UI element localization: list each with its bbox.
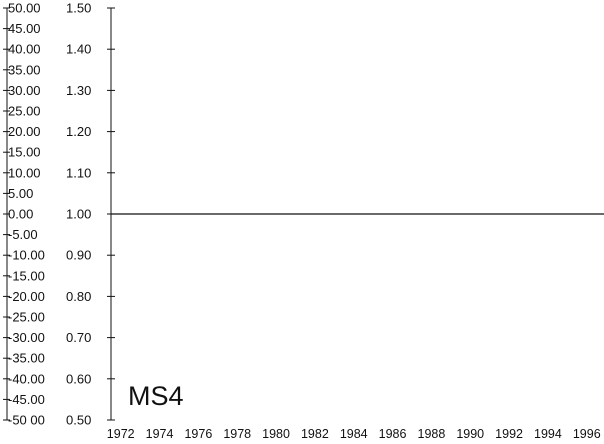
left-y-tick-label: 5.00 — [8, 186, 33, 201]
right-y-tick-label: 1.40 — [66, 42, 91, 57]
panel-label: MS4 — [128, 381, 184, 411]
left-y-tick-label: 0.00 — [8, 207, 33, 222]
right-y-tick-label: 1.20 — [66, 124, 91, 139]
x-tick-label: 1982 — [301, 427, 329, 441]
left-y-tick-label: 50.00 — [8, 1, 41, 16]
x-tick-label: 1986 — [379, 427, 407, 441]
left-y-tick-label: -40.00 — [8, 371, 45, 386]
left-y-tick-label: 30.00 — [8, 83, 41, 98]
x-tick-label: 1984 — [340, 427, 368, 441]
left-y-tick-label: -30.00 — [8, 330, 45, 345]
left-y-tick-label: -25.00 — [8, 310, 45, 325]
left-y-tick-label: -35.00 — [8, 351, 45, 366]
right-y-tick-label: 0.70 — [66, 330, 91, 345]
x-tick-label: 1994 — [534, 427, 562, 441]
left-y-tick-label: -15.00 — [8, 268, 45, 283]
left-y-tick-label: -45.00 — [8, 392, 45, 407]
x-tick-label: 1996 — [573, 427, 601, 441]
right-y-ticks: 1.50 1.40 1.30 1.20 1.10 1.00 0.90 0.80 0.70 0.60… — [66, 1, 115, 428]
left-y-tick-label: -20.00 — [8, 289, 45, 304]
x-tick-label: 1980 — [262, 427, 290, 441]
right-y-tick-label: 1.10 — [66, 165, 91, 180]
x-tick-label: 1988 — [418, 427, 446, 441]
x-tick-label: 1974 — [146, 427, 174, 441]
x-tick-label: 1972 — [107, 427, 135, 441]
right-y-tick-label: 0.60 — [66, 371, 91, 386]
right-y-tick-label: 1.00 — [66, 207, 91, 222]
right-y-tick-label: 0.50 — [66, 413, 91, 428]
left-y-tick-label: -5.00 — [8, 227, 38, 242]
x-axis-ticks: 1972 1974 1976 1978 1980 1982 1984 1986 1988 1990… — [107, 427, 601, 441]
left-y-tick-label: 10.00 — [8, 165, 41, 180]
left-y-ticks: 50.00 45.00 40.00 35.00 30.00 25.00 20.00 15.00… — [3, 1, 45, 428]
right-y-tick-label: 1.50 — [66, 1, 91, 16]
x-tick-label: 1976 — [184, 427, 212, 441]
x-tick-label: 1990 — [456, 427, 484, 441]
left-y-tick-label: 40.00 — [8, 42, 41, 57]
left-y-tick-label: 35.00 — [8, 62, 41, 77]
left-y-tick-label: 25.00 — [8, 104, 41, 119]
right-y-tick-label: 0.80 — [66, 289, 91, 304]
left-y-tick-label: 20.00 — [8, 124, 41, 139]
x-tick-label: 1978 — [223, 427, 251, 441]
left-y-tick-label: -10.00 — [8, 248, 45, 263]
left-y-tick-label: 45.00 — [8, 21, 41, 36]
right-y-tick-label: 1.30 — [66, 83, 91, 98]
right-y-tick-label: 0.90 — [66, 248, 91, 263]
left-y-tick-label: -50 00 — [8, 413, 45, 428]
x-tick-label: 1992 — [495, 427, 523, 441]
left-y-tick-label: 15.00 — [8, 145, 41, 160]
